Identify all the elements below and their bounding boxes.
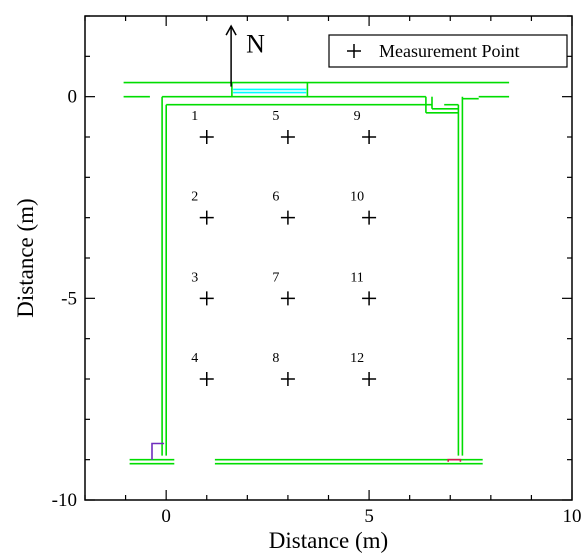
x-tick-label: 10: [563, 506, 582, 527]
measurement-point-label: 4: [191, 351, 198, 366]
measurement-point-label: 6: [272, 190, 279, 205]
legend-entry-measurement-point: Measurement Point: [379, 41, 519, 61]
measurement-point-marker: [280, 130, 295, 144]
north-indicator: N: [225, 24, 265, 87]
measurement-point-marker: [280, 210, 295, 225]
y-tick-label: -10: [52, 490, 77, 511]
legend-box: [328, 34, 568, 68]
outline-segment: [447, 458, 462, 462]
measurement-point-label: 1: [191, 109, 198, 124]
measurement-point-marker: [362, 372, 377, 386]
measurement-point-marker: [199, 210, 214, 225]
measurement-point-label: 11: [350, 270, 363, 285]
measurement-point-marker: [362, 291, 377, 306]
measurement-point-marker: [362, 130, 377, 144]
measurement-point-marker: [199, 130, 214, 144]
y-tick-label: -5: [61, 288, 77, 309]
north-label: N: [246, 29, 265, 58]
measurement-point-label: 9: [354, 109, 361, 124]
x-tick-label: 5: [364, 506, 374, 527]
measurement-point-marker: [280, 372, 295, 386]
x-tick-label: 0: [161, 506, 171, 527]
y-axis-title: Distance (m): [13, 198, 38, 317]
measurement-point-marker: [199, 291, 214, 306]
measurement-point-label: 12: [350, 351, 364, 366]
x-axis-title: Distance (m): [269, 528, 388, 553]
measurement-point-marker: [362, 210, 377, 225]
measurement-point-label: 3: [191, 270, 198, 285]
north-arrow-head: [225, 24, 237, 36]
y-tick-label: 0: [68, 87, 78, 108]
measurement-point-label: 8: [272, 351, 279, 366]
room-outline: [123, 81, 510, 465]
measurement-point-label: 2: [191, 190, 198, 205]
axis-ticks: 0 5 10 0 -5 -10: [52, 15, 582, 527]
legend-marker-plus: [347, 44, 361, 58]
measurement-point-label: 5: [272, 109, 279, 124]
outline-segment: [151, 442, 165, 460]
measurement-point-marker: [199, 372, 214, 386]
legend: Measurement Point: [328, 34, 568, 68]
measurement-point-marker: [280, 291, 295, 306]
measurement-point-label: 7: [272, 270, 279, 285]
measurement-point-label: 10: [350, 190, 364, 205]
